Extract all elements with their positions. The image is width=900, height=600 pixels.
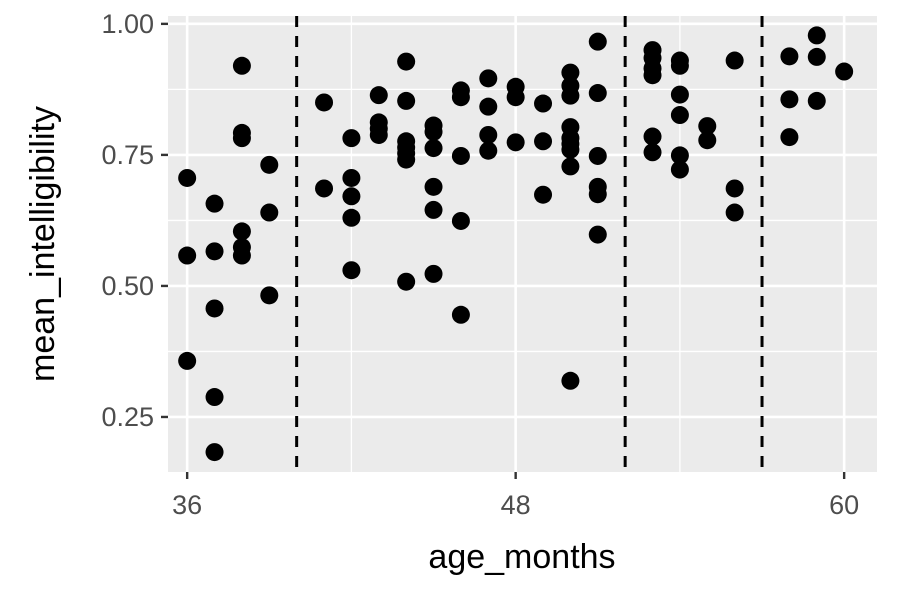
data-point xyxy=(479,69,498,88)
data-point xyxy=(424,122,443,141)
data-point xyxy=(205,299,224,318)
data-point xyxy=(342,261,361,280)
data-point xyxy=(670,85,689,104)
data-point xyxy=(178,246,197,265)
data-point xyxy=(561,371,580,390)
data-point xyxy=(643,143,662,162)
data-point xyxy=(534,132,553,151)
y-tick-label: 1.00 xyxy=(101,9,154,39)
x-tick-label: 36 xyxy=(172,490,202,520)
data-point xyxy=(342,208,361,227)
data-point xyxy=(780,47,799,66)
data-point xyxy=(506,133,525,152)
data-point xyxy=(205,443,224,462)
data-point xyxy=(506,88,525,107)
data-point xyxy=(205,388,224,407)
data-point xyxy=(588,225,607,244)
data-point xyxy=(178,351,197,370)
data-point xyxy=(725,203,744,222)
data-point xyxy=(397,91,416,110)
data-point xyxy=(534,94,553,113)
data-point xyxy=(835,62,854,81)
data-point xyxy=(260,203,279,222)
reference-lines xyxy=(295,16,764,472)
data-point xyxy=(807,47,826,66)
y-tick-label: 0.75 xyxy=(101,140,154,170)
x-axis-title: age_months xyxy=(428,538,615,576)
data-point xyxy=(698,117,717,136)
data-point xyxy=(670,146,689,165)
data-point xyxy=(780,128,799,147)
data-point xyxy=(342,129,361,148)
data-point xyxy=(643,127,662,146)
data-point xyxy=(588,185,607,204)
data-point xyxy=(561,140,580,159)
data-point xyxy=(178,168,197,187)
x-tick-label: 48 xyxy=(501,490,531,520)
data-point xyxy=(342,187,361,206)
data-point xyxy=(807,26,826,45)
major-gridlines xyxy=(168,16,877,472)
y-tick-label: 0.25 xyxy=(101,402,154,432)
data-point xyxy=(451,88,470,107)
data-point xyxy=(479,125,498,144)
data-point xyxy=(342,168,361,187)
data-point xyxy=(424,177,443,196)
data-point xyxy=(451,146,470,165)
y-tick-label: 0.50 xyxy=(101,271,154,301)
data-point xyxy=(397,272,416,291)
data-point xyxy=(451,211,470,230)
data-point xyxy=(561,63,580,82)
data-point xyxy=(561,86,580,105)
data-point xyxy=(725,51,744,70)
data-point xyxy=(670,106,689,125)
x-axis: 36 48 60 xyxy=(172,472,859,520)
data-point xyxy=(232,56,251,75)
data-point xyxy=(588,32,607,51)
data-point xyxy=(260,155,279,174)
data-point xyxy=(561,157,580,176)
data-point xyxy=(451,305,470,324)
data-point xyxy=(315,179,334,198)
data-point xyxy=(670,160,689,179)
y-axis-title: mean_intelligibility xyxy=(24,106,62,382)
data-point xyxy=(534,185,553,204)
data-point xyxy=(643,66,662,85)
data-point xyxy=(698,131,717,150)
data-point xyxy=(479,97,498,116)
data-point xyxy=(424,264,443,283)
data-point xyxy=(588,84,607,103)
data-point xyxy=(670,56,689,75)
data-point xyxy=(807,91,826,110)
data-point xyxy=(424,139,443,158)
data-point xyxy=(205,194,224,213)
data-point xyxy=(315,93,334,112)
data-point xyxy=(232,222,251,241)
data-point xyxy=(369,86,388,105)
data-point xyxy=(424,200,443,219)
data-point xyxy=(232,129,251,148)
x-tick-label: 60 xyxy=(829,490,859,520)
data-point xyxy=(397,150,416,169)
data-point xyxy=(725,179,744,198)
data-point xyxy=(397,52,416,71)
data-point xyxy=(232,246,251,265)
data-point xyxy=(205,242,224,261)
data-point xyxy=(588,146,607,165)
data-point xyxy=(369,125,388,144)
data-point xyxy=(479,141,498,160)
data-point xyxy=(780,90,799,109)
y-axis: 0.25 0.50 0.75 1.00 xyxy=(101,9,168,432)
data-point xyxy=(260,286,279,305)
data-points xyxy=(178,26,854,462)
